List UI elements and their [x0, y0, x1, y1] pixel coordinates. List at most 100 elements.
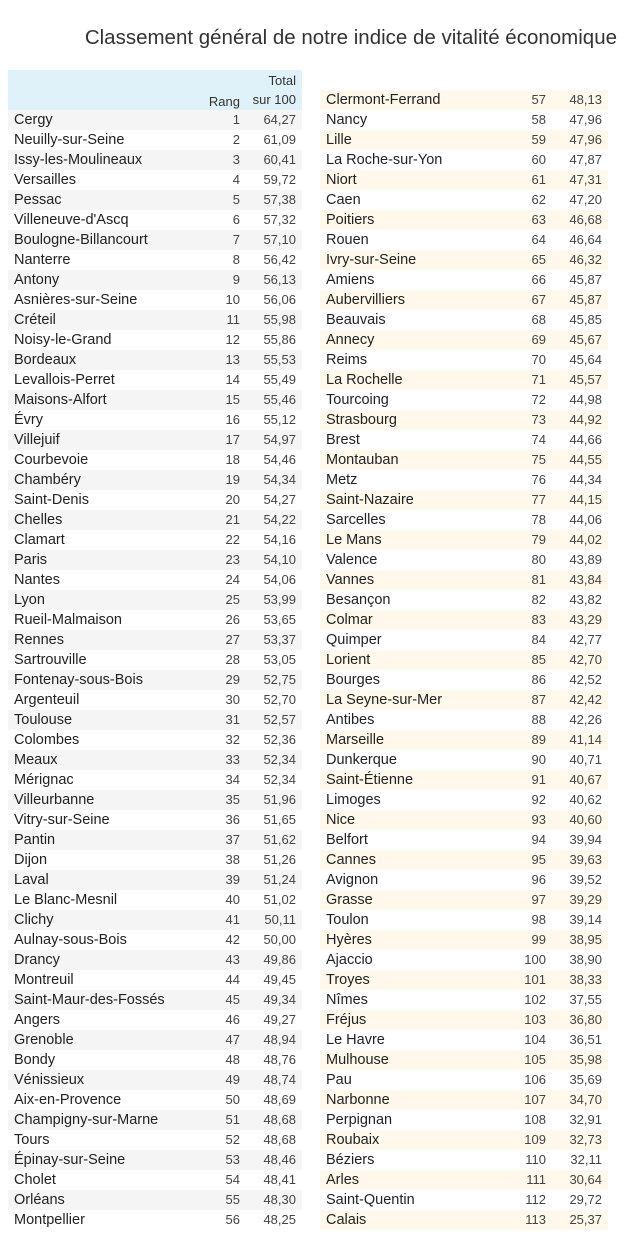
score-value: 49,27 [263, 1012, 296, 1027]
rank-value: 37 [225, 832, 240, 847]
city-name: Saint-Étienne [326, 772, 414, 788]
city-name: Lille [326, 132, 352, 148]
city-name: Valence [326, 552, 378, 568]
table-row: Rouen 64 46,64 [320, 230, 608, 250]
city-name: Troyes [326, 972, 370, 988]
city-name: Meaux [14, 752, 58, 768]
city-name: Bondy [14, 1052, 56, 1068]
city-name: Neuilly-sur-Seine [14, 132, 125, 148]
city-name: Cergy [14, 112, 53, 128]
city-name: Antibes [326, 712, 375, 728]
score-value: 49,34 [263, 992, 296, 1007]
table-row: Calais 113 25,37 [320, 1210, 608, 1230]
table-row: Metz 76 44,34 [320, 470, 608, 490]
city-name: Amiens [326, 272, 375, 288]
table-row: Saint-Nazaire 77 44,15 [320, 490, 608, 510]
table-row: Clichy 41 50,11 [8, 910, 302, 930]
rank-value: 16 [225, 412, 240, 427]
city-name: Vitry-sur-Seine [14, 812, 110, 828]
table-row: Lyon 25 53,99 [8, 590, 302, 610]
score-value: 54,46 [263, 452, 296, 467]
score-value: 52,34 [263, 772, 296, 787]
score-value: 38,95 [569, 932, 602, 947]
table-row: Pau 106 35,69 [320, 1070, 608, 1090]
table-row: Nantes 24 54,06 [8, 570, 302, 590]
score-value: 36,80 [569, 1012, 602, 1027]
rank-value: 2 [232, 132, 240, 147]
score-value: 57,10 [263, 232, 296, 247]
table-row: Orléans 55 48,30 [8, 1190, 302, 1210]
table-header-spacer [320, 70, 608, 90]
city-name: Fontenay-sous-Bois [14, 672, 143, 688]
city-name: Colombes [14, 732, 80, 748]
table-row: Neuilly-sur-Seine 2 61,09 [8, 130, 302, 150]
table-row: Champigny-sur-Marne 51 48,68 [8, 1110, 302, 1130]
city-name: Rouen [326, 232, 369, 248]
rank-value: 70 [531, 352, 546, 367]
score-value: 40,62 [569, 792, 602, 807]
rank-value: 39 [225, 872, 240, 887]
table-row: Meaux 33 52,34 [8, 750, 302, 770]
city-name: Angers [14, 1012, 60, 1028]
score-value: 51,96 [263, 792, 296, 807]
city-name: Quimper [326, 632, 382, 648]
table-row: La Roche-sur-Yon 60 47,87 [320, 150, 608, 170]
city-name: Montauban [326, 452, 399, 468]
rank-value: 10 [225, 292, 240, 307]
city-name: Avignon [326, 872, 379, 888]
score-value: 34,70 [569, 1092, 602, 1107]
score-value: 50,11 [264, 912, 296, 927]
score-value: 30,64 [569, 1172, 602, 1187]
table-row: Perpignan 108 32,91 [320, 1110, 608, 1130]
city-name: Roubaix [326, 1132, 380, 1148]
score-value: 51,62 [263, 832, 296, 847]
city-name: Le Havre [326, 1032, 385, 1048]
city-name: Niort [326, 172, 357, 188]
city-name: La Rochelle [326, 372, 403, 388]
score-value: 47,96 [569, 132, 602, 147]
city-name: Ivry-sur-Seine [326, 252, 417, 268]
rank-value: 100 [524, 952, 546, 967]
rank-value: 53 [225, 1152, 240, 1167]
rank-value: 105 [524, 1052, 546, 1067]
city-name: Dunkerque [326, 752, 397, 768]
table-row: Avignon 96 39,52 [320, 870, 608, 890]
rank-value: 112 [525, 1192, 546, 1207]
rank-value: 77 [531, 492, 546, 507]
score-value: 39,94 [569, 832, 602, 847]
score-value: 56,42 [263, 252, 296, 267]
rank-value: 82 [531, 592, 546, 607]
city-name: Annecy [326, 332, 375, 348]
city-name: Perpignan [326, 1112, 393, 1128]
city-name: La Seyne-sur-Mer [326, 692, 443, 708]
table-row: Argenteuil 30 52,70 [8, 690, 302, 710]
column-header-total: Total sur 100 [253, 71, 296, 109]
table-row: Troyes 101 38,33 [320, 970, 608, 990]
rank-value: 92 [531, 792, 546, 807]
table-row: Courbevoie 18 54,46 [8, 450, 302, 470]
rank-value: 59 [531, 132, 546, 147]
score-value: 46,68 [569, 212, 602, 227]
table-row: Reims 70 45,64 [320, 350, 608, 370]
score-value: 57,32 [263, 212, 296, 227]
table-row: Drancy 43 49,86 [8, 950, 302, 970]
table-row: Aix-en-Provence 50 48,69 [8, 1090, 302, 1110]
table-row: Rueil-Malmaison 26 53,65 [8, 610, 302, 630]
rank-value: 1 [232, 112, 240, 127]
rank-value: 95 [531, 852, 546, 867]
score-value: 52,75 [263, 672, 296, 687]
rank-value: 110 [525, 1152, 546, 1167]
table-row: Besançon 82 43,82 [320, 590, 608, 610]
rank-value: 13 [225, 352, 240, 367]
table-row: Levallois-Perret 14 55,49 [8, 370, 302, 390]
score-value: 42,26 [569, 712, 602, 727]
score-value: 32,73 [569, 1132, 602, 1147]
city-name: Nice [326, 812, 356, 828]
table-row: Roubaix 109 32,73 [320, 1130, 608, 1150]
table-row: Marseille 89 41,14 [320, 730, 608, 750]
rank-value: 81 [531, 572, 546, 587]
table-row: Sartrouville 28 53,05 [8, 650, 302, 670]
city-name: Toulon [326, 912, 369, 928]
rank-value: 67 [531, 292, 546, 307]
table-row: Chelles 21 54,22 [8, 510, 302, 530]
